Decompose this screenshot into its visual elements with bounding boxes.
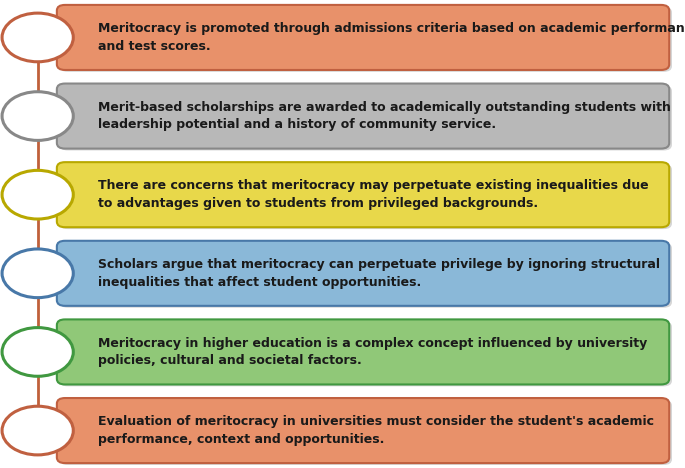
- Text: Evaluation of meritocracy in universities must consider the student's academic
p: Evaluation of meritocracy in universitie…: [98, 415, 654, 446]
- FancyBboxPatch shape: [60, 242, 672, 308]
- Text: There are concerns that meritocracy may perpetuate existing inequalities due
to : There are concerns that meritocracy may …: [98, 179, 649, 210]
- Text: Merit-based scholarships are awarded to academically outstanding students with
l: Merit-based scholarships are awarded to …: [98, 101, 671, 132]
- FancyBboxPatch shape: [60, 164, 672, 229]
- FancyBboxPatch shape: [57, 162, 669, 227]
- FancyBboxPatch shape: [57, 319, 669, 385]
- Circle shape: [2, 328, 73, 376]
- FancyBboxPatch shape: [60, 7, 672, 72]
- Text: Meritocracy in higher education is a complex concept influenced by university
po: Meritocracy in higher education is a com…: [98, 336, 647, 367]
- FancyBboxPatch shape: [60, 400, 672, 465]
- Text: Meritocracy is promoted through admissions criteria based on academic performanc: Meritocracy is promoted through admissio…: [98, 22, 685, 53]
- FancyBboxPatch shape: [60, 321, 672, 387]
- Circle shape: [2, 406, 73, 455]
- FancyBboxPatch shape: [57, 398, 669, 463]
- Circle shape: [2, 170, 73, 219]
- FancyBboxPatch shape: [57, 241, 669, 306]
- Text: Scholars argue that meritocracy can perpetuate privilege by ignoring structural
: Scholars argue that meritocracy can perp…: [98, 258, 660, 289]
- FancyBboxPatch shape: [57, 5, 669, 70]
- FancyBboxPatch shape: [57, 83, 669, 148]
- Circle shape: [2, 13, 73, 62]
- FancyBboxPatch shape: [60, 85, 672, 150]
- Circle shape: [2, 92, 73, 140]
- Circle shape: [2, 249, 73, 298]
